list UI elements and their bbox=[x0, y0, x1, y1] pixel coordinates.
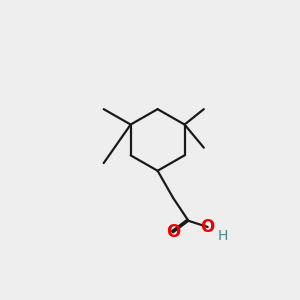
Text: O: O bbox=[200, 218, 215, 236]
Text: O: O bbox=[166, 223, 180, 241]
Text: H: H bbox=[218, 229, 228, 243]
